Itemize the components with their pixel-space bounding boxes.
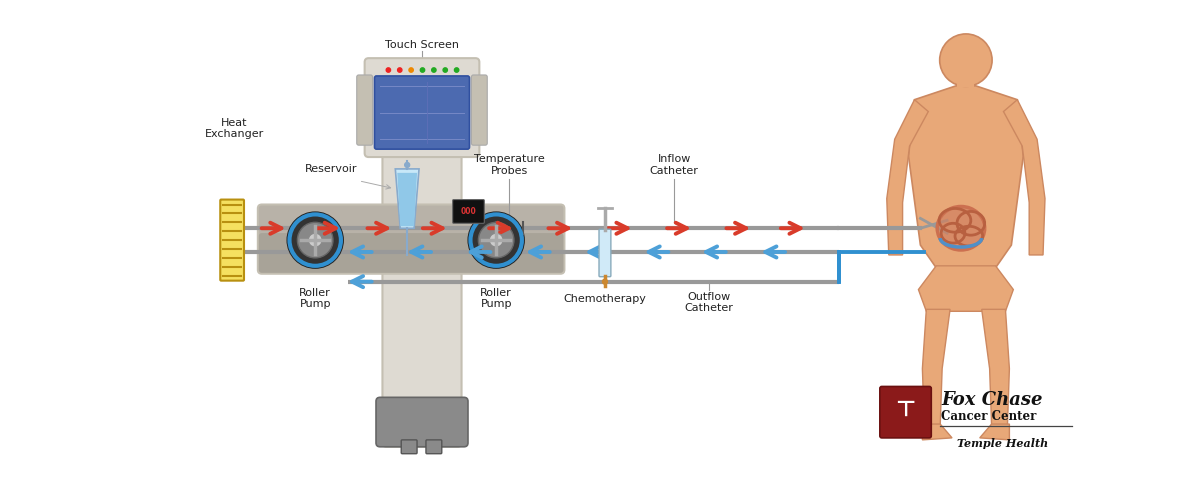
Circle shape bbox=[397, 68, 402, 72]
Text: Temperature
Probes: Temperature Probes bbox=[474, 154, 545, 176]
Text: Roller
Pump: Roller Pump bbox=[299, 288, 331, 309]
Bar bbox=[958, 75, 974, 87]
Circle shape bbox=[602, 279, 607, 284]
Circle shape bbox=[468, 212, 524, 268]
Polygon shape bbox=[395, 169, 419, 228]
Circle shape bbox=[420, 68, 425, 72]
Circle shape bbox=[940, 34, 992, 86]
Text: ⊤: ⊤ bbox=[895, 400, 916, 420]
FancyBboxPatch shape bbox=[599, 229, 611, 276]
Text: Chemotherapy: Chemotherapy bbox=[564, 294, 647, 304]
Text: Roller
Pump: Roller Pump bbox=[480, 288, 512, 309]
Text: Reservoir: Reservoir bbox=[305, 164, 358, 174]
Circle shape bbox=[455, 68, 458, 72]
FancyBboxPatch shape bbox=[356, 75, 372, 145]
Polygon shape bbox=[923, 424, 952, 440]
FancyBboxPatch shape bbox=[365, 58, 479, 157]
Polygon shape bbox=[918, 266, 1013, 312]
Text: Inflow
Catheter: Inflow Catheter bbox=[649, 154, 698, 176]
FancyBboxPatch shape bbox=[880, 386, 931, 438]
Polygon shape bbox=[979, 424, 1009, 440]
Polygon shape bbox=[1003, 100, 1045, 255]
FancyBboxPatch shape bbox=[258, 204, 564, 274]
Circle shape bbox=[404, 162, 409, 168]
Text: Temple Health: Temple Health bbox=[956, 438, 1048, 449]
Circle shape bbox=[409, 68, 413, 72]
Circle shape bbox=[940, 206, 983, 250]
Circle shape bbox=[386, 68, 390, 72]
Text: Heat
Exchanger: Heat Exchanger bbox=[204, 118, 264, 139]
Text: Cancer Center: Cancer Center bbox=[941, 410, 1037, 422]
Circle shape bbox=[479, 222, 514, 258]
Text: Touch Screen: Touch Screen bbox=[385, 40, 458, 50]
Text: Fox Chase: Fox Chase bbox=[941, 392, 1043, 409]
FancyBboxPatch shape bbox=[376, 398, 468, 447]
Polygon shape bbox=[982, 310, 1009, 426]
FancyBboxPatch shape bbox=[472, 75, 487, 145]
Circle shape bbox=[288, 212, 343, 268]
Polygon shape bbox=[887, 100, 929, 255]
FancyBboxPatch shape bbox=[383, 98, 462, 447]
FancyBboxPatch shape bbox=[374, 76, 469, 149]
Circle shape bbox=[308, 233, 322, 247]
Text: 000: 000 bbox=[461, 207, 476, 216]
Polygon shape bbox=[397, 173, 418, 227]
Polygon shape bbox=[923, 310, 950, 426]
Circle shape bbox=[298, 222, 334, 258]
Circle shape bbox=[432, 68, 436, 72]
Circle shape bbox=[490, 233, 503, 247]
Circle shape bbox=[443, 68, 448, 72]
FancyBboxPatch shape bbox=[401, 440, 418, 454]
FancyBboxPatch shape bbox=[259, 233, 564, 272]
Polygon shape bbox=[908, 86, 1024, 268]
FancyBboxPatch shape bbox=[426, 440, 442, 454]
FancyBboxPatch shape bbox=[452, 200, 485, 224]
FancyBboxPatch shape bbox=[221, 200, 244, 280]
Text: Outflow
Catheter: Outflow Catheter bbox=[684, 292, 733, 313]
